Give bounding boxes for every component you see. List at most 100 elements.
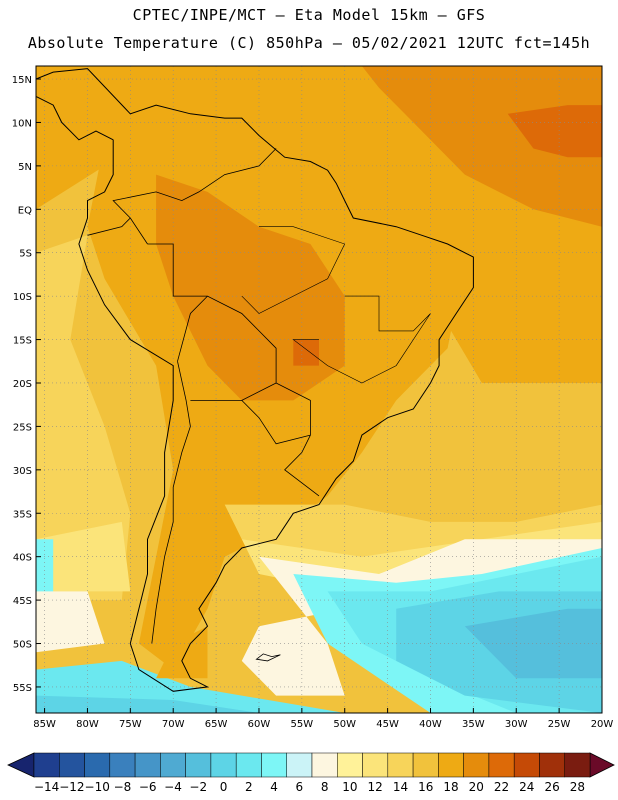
border-brazil-north-states xyxy=(241,226,346,314)
colorbar-swatch xyxy=(564,752,591,778)
longitude-tick-label: 75W xyxy=(119,719,142,730)
colorbar-swatch xyxy=(362,752,389,778)
colorbar-swatch xyxy=(438,752,464,778)
latitude-tick-label: 15S xyxy=(13,336,32,347)
colorbar-swatch xyxy=(311,752,338,778)
colorbar-swatch xyxy=(185,752,212,778)
map-frame xyxy=(35,65,603,714)
field-region-t14-pacific xyxy=(36,235,131,601)
colorbar-label: 20 xyxy=(469,780,484,794)
latitude-tick-label: 5N xyxy=(18,162,32,173)
longitude-tick-label: 60W xyxy=(248,719,271,730)
border-brazil-west xyxy=(147,243,320,497)
colorbar-swatch xyxy=(210,752,237,778)
colorbar-swatch xyxy=(84,752,111,778)
colorbar-swatch xyxy=(513,752,540,778)
latitude-tick-label: EQ xyxy=(18,205,32,216)
colorbar-label: −2 xyxy=(189,780,207,794)
border-ecuador-peru xyxy=(87,217,131,236)
field-region-t0-drake xyxy=(36,695,259,713)
latitude-tick-label: 40S xyxy=(13,553,32,564)
latitude-tick-label: 20S xyxy=(13,379,32,390)
border-chile-argentina xyxy=(151,361,191,644)
colorbar-label: 22 xyxy=(494,780,509,794)
latitude-tick-label: 5S xyxy=(19,249,32,260)
colorbar-label: 0 xyxy=(220,780,228,794)
colorbar-swatch xyxy=(387,752,414,778)
colorbar-label: 16 xyxy=(418,780,433,794)
colorbar-swatch xyxy=(539,752,565,778)
colorbar-swatch xyxy=(109,752,136,778)
border-peru-bolivia xyxy=(177,295,208,362)
colorbar-label: 18 xyxy=(443,780,458,794)
title-field: Absolute Temperature (C) 850hPa – 05/02/… xyxy=(27,34,591,52)
colorbar-below-arrow xyxy=(7,752,35,778)
colorbar-label: 26 xyxy=(544,780,559,794)
longitude-tick-label: 40W xyxy=(419,719,442,730)
colorbar: −14 −12 −10 −8 −6 −4 −2 0 2 4 6 8 10 12 14 16 18 20 22 24 26… xyxy=(7,752,615,794)
colorbar-swatch xyxy=(33,752,60,778)
title-model: CPTEC/INPE/MCT – Eta Model 15km – GFS xyxy=(132,6,486,24)
latitude-tick-label: 45S xyxy=(13,596,32,607)
colorbar-swatch xyxy=(463,752,490,778)
colorbar-label: −8 xyxy=(114,780,132,794)
field-region-t12-pacific xyxy=(36,521,131,592)
field-region-t22-ocean xyxy=(507,105,602,158)
border-paraguay xyxy=(241,400,311,445)
colorbar-swatch xyxy=(286,752,313,778)
colorbar-swatch xyxy=(412,752,439,778)
colorbar-label: −6 xyxy=(139,780,157,794)
colorbar-label: −14 xyxy=(34,780,59,794)
field-region-t22-land xyxy=(293,339,319,366)
coastlines-borders xyxy=(35,68,474,692)
longitude-tick-label: 50W xyxy=(333,719,356,730)
longitude-tick-label: 70W xyxy=(162,719,185,730)
latitude-tick-label: 55S xyxy=(13,683,32,694)
border-brazil-states xyxy=(292,295,431,384)
colorbar-label: −4 xyxy=(164,780,182,794)
latitude-tick-label: 35S xyxy=(13,509,32,520)
longitude-tick-label: 25W xyxy=(548,719,571,730)
colorbar-swatch xyxy=(59,752,85,778)
latitude-tick-label: 25S xyxy=(13,422,32,433)
colorbar-label: 12 xyxy=(368,780,383,794)
colorbar-label: 6 xyxy=(296,780,304,794)
longitude-tick-label: 45W xyxy=(376,719,399,730)
field-region-t20-ocean xyxy=(361,66,602,227)
field-region-tm2 xyxy=(464,608,602,679)
colorbar-label: −12 xyxy=(59,780,84,794)
colorbar-above-arrow xyxy=(589,752,615,778)
longitude-tick-label: 85W xyxy=(33,719,56,730)
border-northern-countries xyxy=(112,148,277,245)
colorbar-label: 14 xyxy=(393,780,408,794)
longitude-tick-label: 80W xyxy=(76,719,99,730)
longitude-tick-label: 20W xyxy=(591,719,614,730)
longitude-tick-label: 65W xyxy=(205,719,228,730)
latitude-tick-label: 10S xyxy=(13,292,32,303)
colorbar-label: 2 xyxy=(245,780,253,794)
temperature-field xyxy=(36,66,602,713)
colorbar-label: −10 xyxy=(85,780,110,794)
longitude-tick-label: 55W xyxy=(291,719,314,730)
latitude-tick-label: 10N xyxy=(12,118,32,129)
colorbar-swatch xyxy=(337,752,363,778)
longitude-labels: 85W 80W 75W 70W 65W 60W 55W 50W 45W 40W 35W 30W 25W 2… xyxy=(33,708,613,730)
colorbar-label: 8 xyxy=(321,780,329,794)
colorbar-label: 24 xyxy=(519,780,534,794)
latitude-tick-label: 30S xyxy=(13,466,32,477)
colorbar-label: 10 xyxy=(342,780,357,794)
longitude-tick-label: 30W xyxy=(505,719,528,730)
longitude-tick-label: 35W xyxy=(462,719,485,730)
latitude-tick-label: 15N xyxy=(12,75,32,86)
colorbar-label: 28 xyxy=(570,780,585,794)
coastline-south-america xyxy=(35,68,474,692)
colorbar-swatch xyxy=(488,752,515,778)
latitude-labels: 15N 10N 5N EQ 5S 10S 15S 20S 25S 30S 35S 40S 45S 50S 5… xyxy=(12,75,41,694)
falkland-islands xyxy=(255,653,281,662)
latitude-tick-label: 50S xyxy=(13,640,32,651)
colorbar-swatch xyxy=(261,752,287,778)
colorbar-swatch xyxy=(134,752,161,778)
colorbar-swatch xyxy=(160,752,186,778)
colorbar-label: 4 xyxy=(270,780,278,794)
